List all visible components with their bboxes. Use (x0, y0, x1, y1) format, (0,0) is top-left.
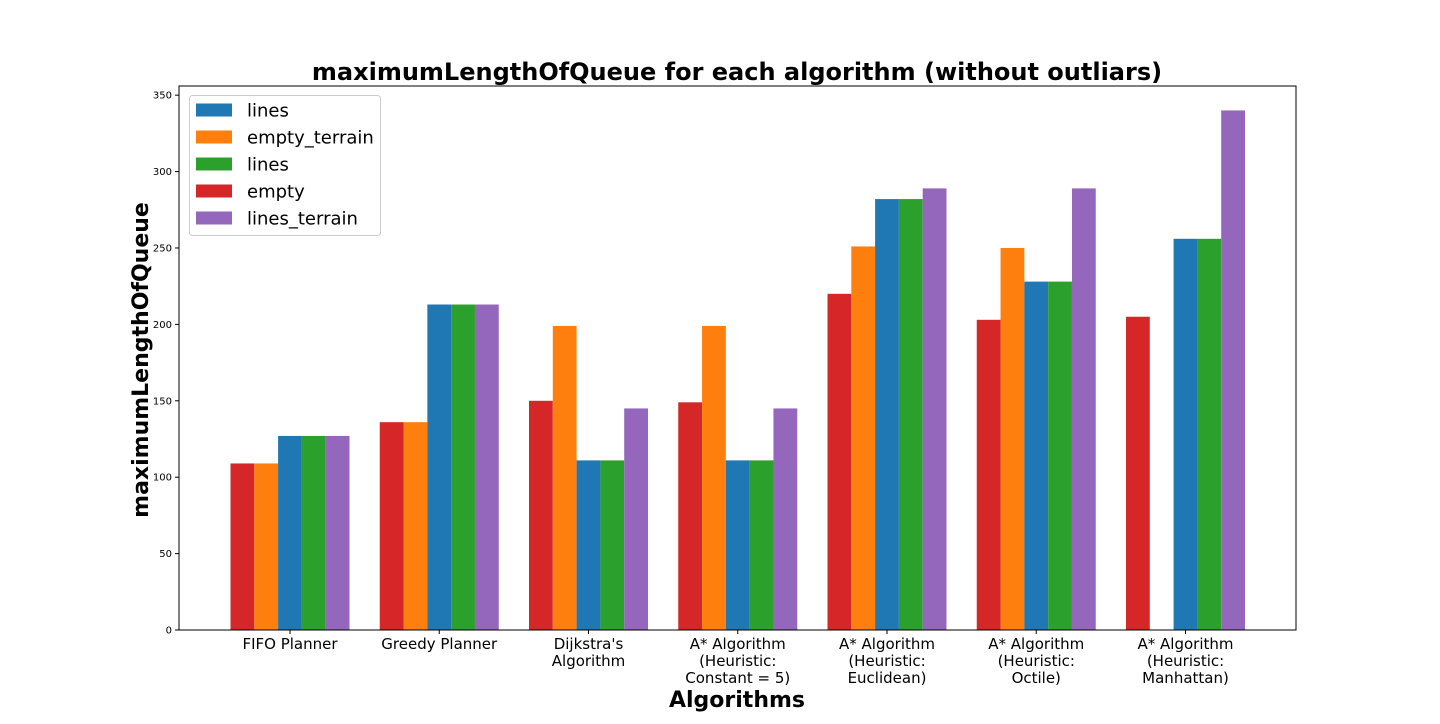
x-axis: FIFO Planner Greedy Planner Dijkstra'sAlgo… (242, 630, 1234, 687)
x-tick-label: Algorithm (552, 652, 625, 670)
legend-swatch (196, 103, 232, 117)
legend-swatch (196, 157, 232, 171)
x-tick-label: Euclidean) (848, 669, 927, 687)
x-tick-label: Manhattan) (1142, 669, 1229, 687)
y-tick-label: 0 (166, 626, 172, 637)
bar-lines-1 (451, 304, 475, 630)
chart-title: maximumLengthOfQueue for each algorithm … (312, 58, 1162, 86)
bar-lines-0 (278, 435, 302, 630)
legend-label: lines (247, 101, 289, 122)
y-tick-label: 100 (153, 473, 172, 484)
bar-lines-6 (1173, 238, 1198, 630)
bar-lines-5 (1024, 281, 1049, 630)
x-tick-label: A* Algorithm (1138, 635, 1234, 653)
legend-swatch (196, 184, 232, 198)
bar-lines-terrain-1 (474, 304, 499, 630)
x-tick-label: A* Algorithm (839, 635, 935, 653)
y-tick-label: 350 (153, 91, 172, 102)
bar-lines-3 (749, 460, 774, 630)
legend-label: lines_terrain (247, 209, 358, 230)
x-tick-label: (Heuristic: (998, 652, 1075, 670)
bar-lines-1 (427, 304, 452, 630)
bar-empty-terrain-4 (851, 246, 876, 630)
legend-label: lines (247, 155, 289, 176)
legend: linesempty_terrainlinesemptylines_terrai… (189, 95, 381, 236)
bar-lines-5 (1048, 281, 1072, 630)
bar-lines-3 (725, 460, 750, 630)
x-tick-label: (Heuristic: (699, 652, 776, 670)
x-tick-label: A* Algorithm (690, 635, 786, 653)
bar-empty-terrain-5 (1000, 247, 1025, 631)
bar-empty-2 (529, 400, 553, 630)
bar-empty-terrain-1 (403, 422, 428, 630)
bar-empty-4 (827, 293, 852, 630)
x-tick-label: (Heuristic: (848, 652, 925, 670)
y-tick-label: 200 (153, 320, 172, 331)
bar-lines-2 (600, 460, 625, 630)
bar-empty-6 (1126, 316, 1150, 630)
bar-lines-2 (576, 460, 601, 630)
bar-empty-terrain-0 (254, 463, 279, 630)
x-tick-label: Octile) (1012, 669, 1061, 687)
bar-empty-0 (230, 463, 255, 630)
bar-empty-terrain-3 (702, 325, 726, 630)
bar-lines-0 (301, 435, 326, 630)
y-tick-label: 300 (153, 167, 172, 178)
x-tick-label: A* Algorithm (988, 635, 1084, 653)
legend-label: empty (247, 182, 305, 203)
bar-lines-terrain-0 (325, 435, 350, 630)
x-tick-label: FIFO Planner (242, 635, 338, 653)
bar-lines-4 (875, 199, 899, 630)
x-tick-label: Dijkstra's (554, 635, 624, 653)
y-axis-label: maximumLengthOfQueue (129, 202, 154, 518)
bar-empty-5 (976, 319, 1001, 630)
bar-empty-1 (379, 422, 404, 630)
x-tick-label: (Heuristic: (1147, 652, 1224, 670)
y-axis: 0 50 100 150 200 250 300 350 (153, 91, 179, 637)
bars-group (230, 110, 1245, 631)
y-tick-label: 250 (153, 243, 172, 254)
bar-lines-4 (898, 199, 923, 630)
y-tick-label: 50 (159, 549, 172, 560)
bar-lines-terrain-2 (624, 408, 648, 630)
bar-lines-terrain-6 (1221, 110, 1245, 630)
bar-lines-terrain-5 (1071, 188, 1096, 630)
x-axis-label: Algorithms (669, 688, 805, 713)
bar-lines-terrain-3 (773, 408, 798, 630)
bar-empty-terrain-2 (552, 325, 577, 630)
legend-swatch (196, 211, 232, 225)
y-tick-label: 150 (153, 396, 172, 407)
x-tick-label: Constant = 5) (685, 669, 790, 687)
bar-empty-3 (678, 402, 703, 630)
x-tick-label: Greedy Planner (381, 635, 498, 653)
legend-label: empty_terrain (247, 128, 374, 149)
bar-lines-6 (1197, 238, 1222, 630)
legend-swatch (196, 130, 232, 144)
bar-lines-terrain-4 (922, 188, 947, 630)
legend-frame (189, 95, 381, 236)
